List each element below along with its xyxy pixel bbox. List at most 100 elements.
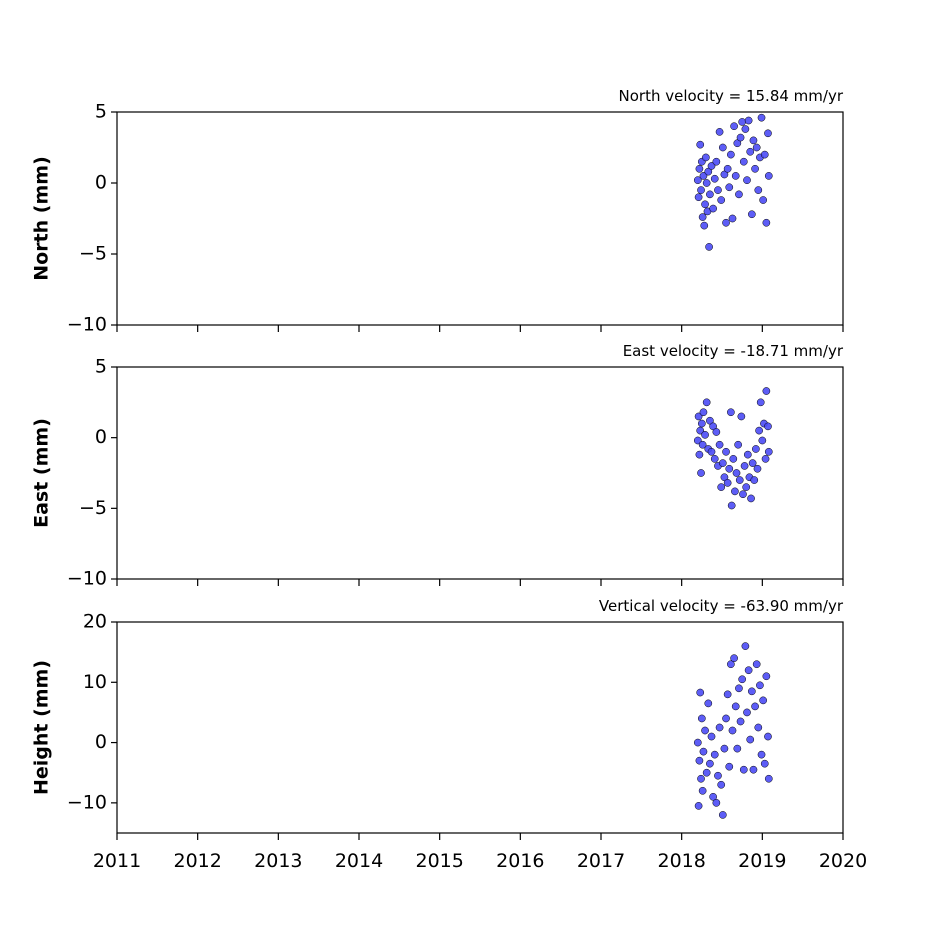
- data-point: [715, 723, 724, 732]
- data-point: [734, 440, 742, 449]
- data-point: [698, 786, 707, 795]
- data-point: [697, 714, 706, 723]
- data-point: [723, 479, 732, 487]
- data-point: [701, 726, 709, 735]
- data-point: [717, 483, 726, 491]
- data-point: [723, 690, 732, 699]
- axes-frame: [116, 366, 844, 580]
- data-point: [757, 750, 766, 759]
- data-point: [699, 408, 708, 417]
- data-point: [709, 204, 717, 213]
- data-point: [698, 213, 707, 221]
- y-tick-label: −10: [67, 568, 107, 590]
- data-point: [695, 756, 704, 765]
- x-tick-label: 2014: [335, 850, 383, 872]
- data-point: [725, 762, 734, 771]
- data-point: [731, 487, 739, 496]
- data-point: [742, 483, 751, 491]
- data-point: [764, 774, 773, 783]
- y-tick-label: −5: [79, 497, 107, 519]
- data-point: [744, 666, 753, 675]
- data-point: [705, 243, 713, 251]
- data-point: [743, 450, 752, 459]
- data-point: [709, 792, 717, 801]
- data-point: [730, 654, 738, 663]
- data-point: [759, 696, 767, 705]
- data-point: [762, 672, 771, 681]
- data-point: [736, 133, 745, 142]
- data-point: [764, 732, 772, 741]
- x-tick-label: 2013: [254, 850, 302, 872]
- subplot-title: Vertical velocity = -63.90 mm/yr: [599, 597, 844, 615]
- data-point: [750, 476, 759, 484]
- data-point: [712, 799, 721, 807]
- data-point: [739, 490, 747, 499]
- data-point: [712, 157, 721, 166]
- data-point: [728, 214, 737, 223]
- data-point: [712, 428, 721, 436]
- data-point: [753, 464, 762, 473]
- x-tick-label: 2011: [93, 850, 141, 872]
- data-point: [706, 759, 714, 768]
- data-point: [737, 412, 746, 421]
- data-point: [749, 136, 758, 145]
- y-tick-label: 20: [83, 611, 107, 633]
- data-point: [717, 780, 726, 789]
- data-point: [715, 440, 724, 449]
- x-tick-label: 2017: [577, 850, 625, 872]
- data-point: [718, 459, 727, 467]
- data-point: [739, 765, 748, 774]
- data-point: [718, 811, 727, 819]
- y-tick-label: −10: [67, 791, 107, 813]
- data-point: [741, 125, 750, 133]
- data-point: [701, 430, 709, 439]
- data-point: [722, 714, 730, 723]
- data-point: [729, 455, 738, 463]
- data-point: [741, 642, 750, 650]
- data-point: [710, 174, 719, 183]
- data-point: [761, 455, 770, 463]
- data-point: [735, 684, 743, 693]
- x-tick-label: 2012: [173, 850, 221, 872]
- y-tick-label: 0: [95, 426, 107, 448]
- data-point: [723, 164, 732, 173]
- data-point: [704, 699, 713, 708]
- data-point: [758, 436, 767, 445]
- data-point: [727, 501, 736, 510]
- data-point: [701, 200, 709, 209]
- y-tick-label: 10: [83, 671, 107, 693]
- data-point: [722, 447, 730, 456]
- data-point: [735, 190, 743, 199]
- subplot-title: East velocity = -18.71 mm/yr: [623, 342, 844, 360]
- x-tick-label: 2020: [819, 850, 867, 872]
- data-point: [694, 193, 703, 202]
- data-point: [743, 176, 751, 185]
- data-point: [732, 469, 741, 477]
- data-point: [755, 426, 763, 435]
- data-point: [759, 196, 767, 204]
- y-tick-label: 5: [95, 356, 107, 378]
- data-point: [714, 186, 722, 194]
- y-tick-label: −5: [79, 243, 107, 265]
- data-point: [760, 759, 769, 768]
- data-point: [697, 186, 705, 194]
- data-point: [747, 494, 755, 503]
- data-point: [764, 447, 773, 456]
- data-point: [725, 464, 734, 473]
- data-point: [698, 440, 707, 449]
- data-point: [747, 210, 756, 219]
- y-tick-label: −10: [67, 314, 107, 336]
- data-point: [702, 153, 710, 162]
- axes-frame: [116, 111, 844, 326]
- data-point: [731, 702, 740, 711]
- data-point: [735, 476, 744, 484]
- data-point: [733, 744, 742, 753]
- x-tick-label: 2016: [496, 850, 544, 872]
- data-point: [762, 387, 771, 395]
- data-point: [743, 708, 751, 717]
- y-axis-label: North (mm): [31, 156, 53, 281]
- data-point: [695, 450, 704, 459]
- axes-frame: [116, 621, 844, 834]
- data-point: [700, 221, 709, 230]
